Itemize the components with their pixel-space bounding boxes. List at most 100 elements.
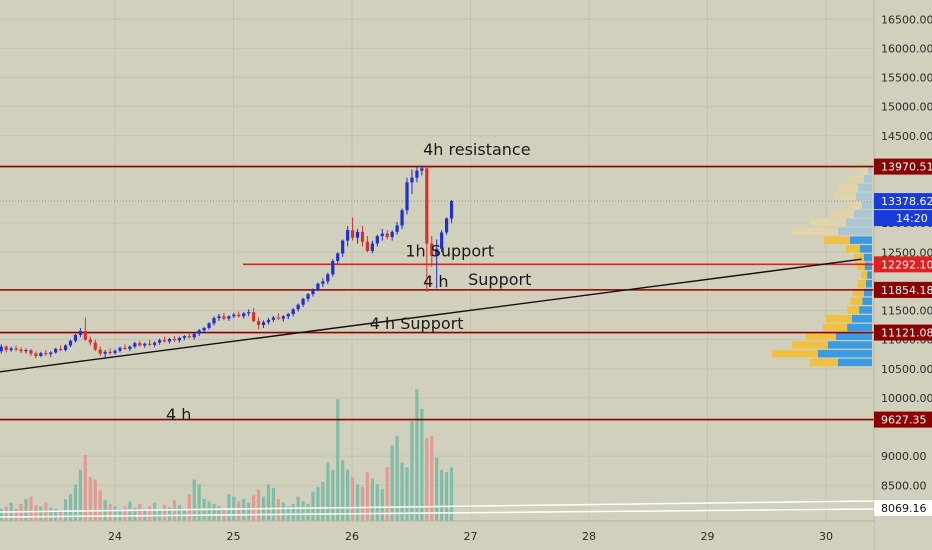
volume-profile-sell-bar (792, 341, 828, 349)
y-tick-label: 15500.00 (881, 72, 932, 85)
volume-profile-buy-bar (852, 314, 872, 323)
candle-body (355, 231, 360, 238)
volume-bar (271, 488, 275, 521)
candle-body (301, 298, 305, 305)
candle-body (78, 330, 83, 335)
volume-bar (306, 503, 310, 521)
volume-profile-sell-bar (852, 288, 864, 297)
candle-body (73, 334, 78, 341)
level-price-label-bg (874, 324, 932, 341)
volume-bar (440, 469, 444, 521)
trendline-white-upper[interactable] (0, 500, 875, 513)
volume-bar (321, 481, 325, 521)
y-tick-label: 12500.00 (881, 246, 932, 259)
volume-bar (192, 479, 196, 521)
volume-profile-sell-bar (847, 306, 860, 314)
x-tick-label: 24 (108, 530, 122, 543)
candle-body (14, 348, 18, 350)
volume-profile-sell-bar (854, 253, 864, 262)
volume-profile-buy-bar (850, 236, 872, 244)
candle-body (177, 337, 181, 341)
candle-body (261, 322, 266, 326)
volume-profile-sell-bar (826, 314, 852, 323)
volume-profile-sell-bar (838, 183, 858, 192)
volume-bar (54, 508, 58, 521)
volume-bar (276, 499, 280, 521)
candle-body (296, 304, 300, 310)
volume-profile-sell-bar (848, 201, 862, 209)
candle-body (430, 243, 434, 256)
trendline-white-lower[interactable] (0, 508, 875, 518)
volume-profile-buy-bar (864, 253, 872, 262)
volume-bar (311, 491, 315, 521)
volume-bar (153, 502, 157, 521)
volume-bar (128, 501, 132, 521)
level-price-label: 9627.35 (881, 414, 927, 427)
volume-profile-sell-bar (856, 262, 865, 271)
candle-body (19, 349, 23, 352)
volume-bar (425, 438, 429, 521)
annotation-label: 4 h (166, 405, 191, 424)
white-line-price-label-bg (874, 500, 932, 516)
volume-bar (405, 467, 409, 521)
volume-bar (123, 506, 127, 521)
volume-profile-sell-bar (860, 166, 868, 174)
candle-body (49, 352, 53, 355)
volume-bar (207, 501, 211, 521)
candle-body (93, 342, 97, 350)
level-price-label-bg (874, 411, 932, 428)
x-tick-label: 30 (819, 530, 833, 543)
volume-profile-buy-bar (862, 201, 872, 209)
countdown-label-bg (874, 210, 932, 227)
volume-bar (63, 499, 68, 521)
candle-body (227, 316, 231, 319)
volume-profile-sell-bar (861, 271, 868, 279)
price-labels: 13970.51 12292.10 11854.18 11121.08 9627.35 1… (874, 158, 932, 516)
candle-body (425, 168, 429, 244)
x-tick-label: 29 (701, 530, 715, 543)
candle-body (148, 343, 152, 345)
volume-bar (256, 489, 261, 521)
candle-body (44, 353, 48, 355)
volume-bar (355, 484, 360, 521)
volume-bar (34, 505, 38, 521)
volume-bar (281, 502, 285, 521)
trendlines[interactable] (0, 258, 875, 518)
candle-body (24, 350, 28, 352)
volume-bar (227, 494, 231, 521)
candle-body (167, 339, 172, 342)
volume-profile-sell-bar (858, 280, 866, 288)
volume-bar (118, 508, 122, 521)
white-line-price-label: 8069.16 (881, 502, 927, 515)
candle-body (365, 241, 370, 252)
level-price-label: 12292.10 (881, 258, 932, 271)
y-tick-label: 10500.00 (881, 363, 932, 376)
volume-profile-buy-bar (868, 166, 872, 174)
candle-body (202, 327, 206, 331)
volume-profile-buy-bar (846, 218, 872, 227)
volume-profile-sell-bar (810, 358, 838, 367)
volume-bar (24, 499, 28, 521)
candle-body (444, 218, 449, 233)
volume-profile-sell-bar (810, 218, 846, 227)
volume-bar (49, 507, 53, 521)
volume-profile-sell-bar (772, 349, 818, 358)
candle-body (162, 340, 167, 342)
price-axis-panel[interactable] (874, 0, 932, 550)
volume-bar (346, 469, 350, 521)
volume-bar (78, 469, 83, 521)
candle-body (217, 316, 221, 319)
volume-bar (212, 503, 216, 521)
candle-body (435, 248, 439, 256)
trendline-support[interactable] (0, 258, 862, 373)
candle-body (266, 319, 271, 323)
volume-profile-buy-bar (867, 271, 872, 279)
volume-bar (390, 445, 394, 521)
candle-body (306, 294, 310, 299)
volume-bar (400, 462, 404, 521)
horizontal-levels[interactable] (0, 165, 874, 421)
candle-body (281, 316, 285, 319)
time-axis-panel[interactable] (0, 521, 874, 550)
candle-body (252, 312, 256, 321)
